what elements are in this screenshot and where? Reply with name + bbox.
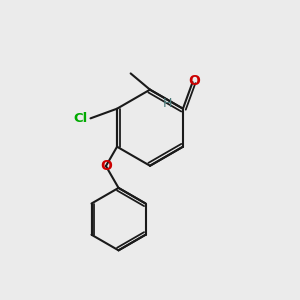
Text: H: H bbox=[163, 97, 172, 110]
Text: Cl: Cl bbox=[73, 112, 88, 125]
Text: O: O bbox=[100, 159, 112, 173]
Text: O: O bbox=[188, 74, 200, 88]
